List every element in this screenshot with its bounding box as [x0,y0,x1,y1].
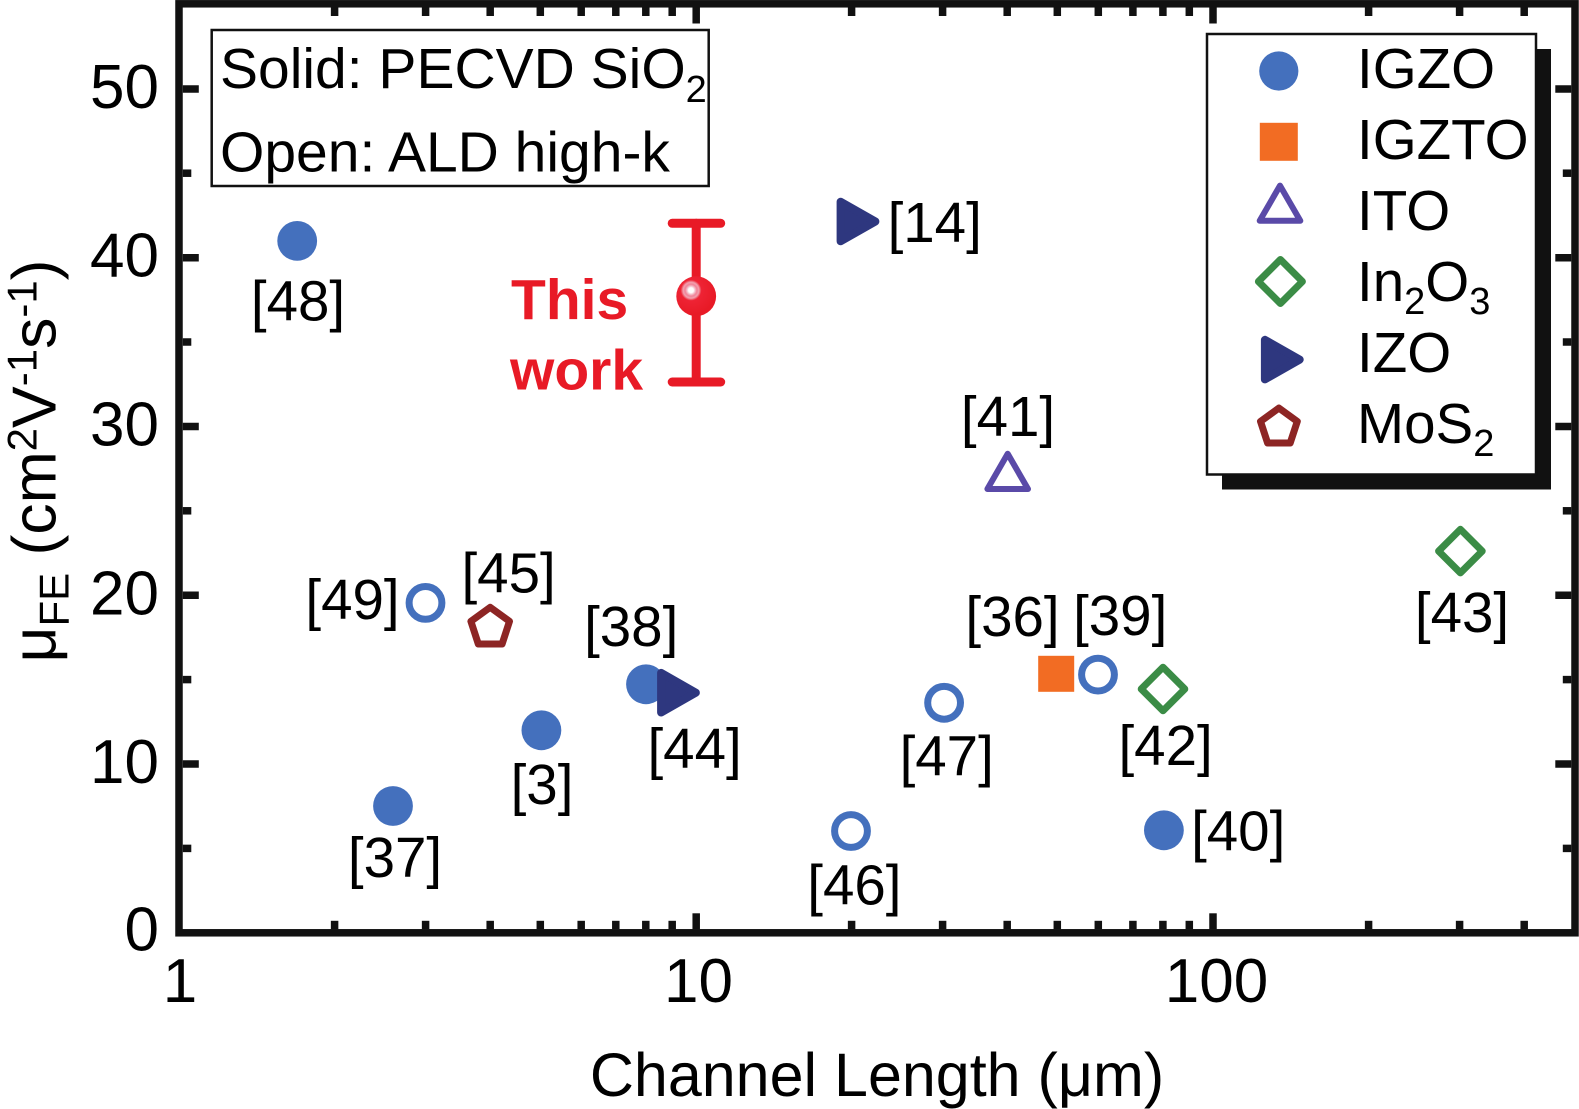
svg-text:50: 50 [90,53,159,122]
svg-text:[43]: [43] [1415,581,1509,644]
svg-text:[47]: [47] [900,725,994,788]
svg-text:[39]: [39] [1073,584,1167,647]
svg-text:Solid: PECVD SiO2: Solid: PECVD SiO2 [220,37,707,111]
svg-text:[3]: [3] [511,753,574,816]
svg-text:[38]: [38] [584,595,678,658]
svg-text:[37]: [37] [348,826,442,889]
svg-text:0: 0 [125,896,159,965]
svg-text:40: 40 [90,222,159,291]
svg-text:[41]: [41] [961,385,1055,448]
svg-text:ITO: ITO [1357,179,1450,242]
svg-text:IGZTO: IGZTO [1357,108,1529,171]
svg-text:MoS2: MoS2 [1357,392,1494,465]
svg-text:[44]: [44] [647,717,741,780]
svg-text:[14]: [14] [888,191,982,254]
svg-text:30: 30 [90,391,159,460]
svg-text:IZO: IZO [1357,321,1451,384]
svg-text:100: 100 [1165,947,1268,1016]
svg-text:Open: ALD high-k: Open: ALD high-k [220,121,670,185]
svg-text:1: 1 [163,947,197,1016]
svg-text:[42]: [42] [1118,714,1212,777]
svg-text:[46]: [46] [807,854,901,917]
svg-text:[45]: [45] [461,542,555,605]
svg-text:In2O3: In2O3 [1357,250,1490,323]
svg-text:[36]: [36] [965,585,1059,648]
svg-text:μFE (cm2V-1s-1): μFE (cm2V-1s-1) [0,259,78,662]
svg-text:[49]: [49] [305,568,399,631]
svg-text:Channel Length (μm): Channel Length (μm) [590,1041,1164,1109]
svg-text:This: This [511,268,628,332]
svg-text:IGZO: IGZO [1357,37,1495,100]
svg-text:10: 10 [90,728,159,797]
svg-text:[48]: [48] [251,270,345,333]
svg-text:10: 10 [664,947,733,1016]
svg-text:[40]: [40] [1191,800,1285,863]
svg-text:work: work [509,339,643,403]
svg-text:20: 20 [90,559,159,628]
